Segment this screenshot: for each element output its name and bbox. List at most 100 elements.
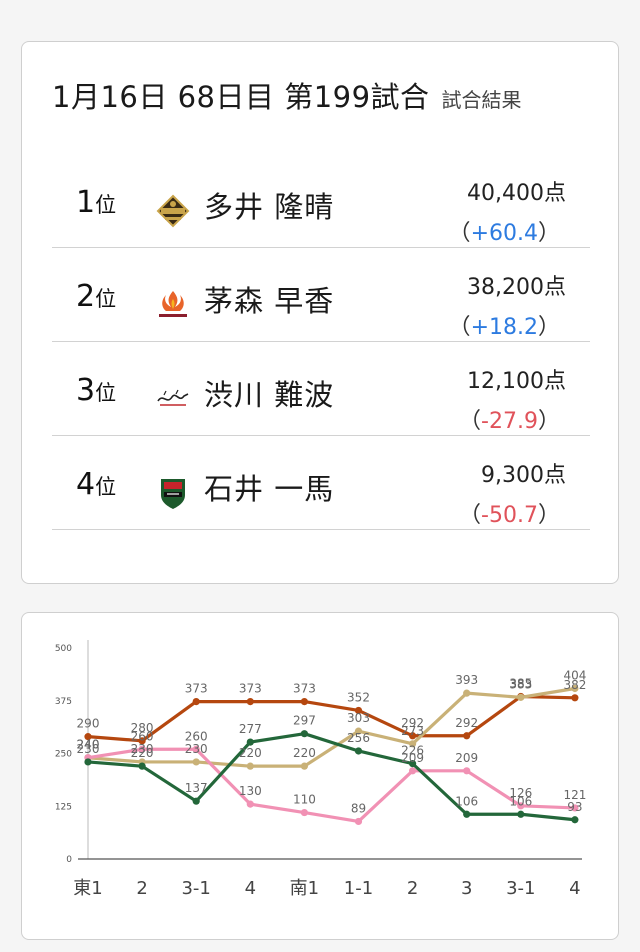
score-chart-card: 0 125 250 375 500 東1 2 3-1 4 南1 1-1 2 3 3-1 4 290 280 373… bbox=[21, 612, 619, 940]
data-label: 260 bbox=[131, 729, 154, 743]
data-label: 393 bbox=[455, 673, 478, 687]
y-tick-label: 250 bbox=[55, 750, 72, 760]
data-label: 220 bbox=[239, 746, 262, 760]
y-tick-label: 500 bbox=[55, 644, 72, 654]
series-1-point bbox=[84, 733, 92, 741]
x-tick-label: 東1 bbox=[73, 878, 102, 899]
data-label: 106 bbox=[509, 794, 532, 808]
series-1-point bbox=[571, 694, 579, 702]
data-label: 303 bbox=[347, 711, 370, 725]
data-label: 352 bbox=[347, 690, 370, 704]
x-tick-label: 1-1 bbox=[344, 878, 373, 899]
series-2-point bbox=[300, 762, 308, 770]
series-4-point bbox=[571, 816, 579, 824]
series-3-point bbox=[571, 804, 579, 812]
player-points: 9,300点 bbox=[481, 463, 566, 488]
result-row-3: 3位 渋川 難波 12,100点 （-27.9） bbox=[52, 341, 590, 436]
data-label: 226 bbox=[401, 744, 424, 758]
data-label: 93 bbox=[567, 800, 582, 814]
x-tick-label: 2 bbox=[136, 878, 147, 899]
series-4-point bbox=[138, 762, 146, 770]
rank-label: 1位 bbox=[76, 185, 117, 220]
data-label: 240 bbox=[77, 738, 100, 752]
game-title: 1月16日 68日目 第199試合 bbox=[52, 80, 430, 114]
data-label: 260 bbox=[185, 729, 208, 743]
data-label: 106 bbox=[455, 794, 478, 808]
score-diff: （-50.7） bbox=[459, 503, 560, 528]
series-1-point bbox=[300, 697, 308, 706]
x-tick-label: 2 bbox=[407, 878, 418, 899]
result-row-4: 4位 石井 一馬 9,300点 （-50.7） bbox=[52, 435, 590, 530]
data-label: 382 bbox=[563, 678, 586, 692]
series-4-point bbox=[517, 810, 525, 818]
score-diff: （+60.4） bbox=[448, 221, 560, 246]
series-4-point bbox=[463, 810, 471, 818]
data-label: 383 bbox=[509, 677, 532, 691]
score-line-chart: 0 125 250 375 500 東1 2 3-1 4 南1 1-1 2 3 3-1 4 290 280 373… bbox=[55, 640, 586, 899]
data-label: 290 bbox=[77, 717, 100, 731]
series-1-point bbox=[463, 732, 471, 740]
score-diff: （+18.2） bbox=[448, 315, 560, 340]
data-label: 273 bbox=[401, 724, 424, 738]
series-3-point bbox=[300, 808, 308, 817]
series-4-point bbox=[300, 730, 308, 738]
series-1-point bbox=[192, 697, 200, 706]
jets-shield-logo-icon bbox=[161, 479, 185, 509]
series-1-point bbox=[409, 732, 417, 740]
data-label: 373 bbox=[293, 682, 316, 696]
player-points: 40,400点 bbox=[467, 181, 566, 206]
data-label: 230 bbox=[77, 742, 100, 756]
x-tick-label: 3-1 bbox=[181, 878, 210, 899]
game-header: 1月16日 68日目 第199試合 試合結果 bbox=[52, 74, 522, 116]
series-line-1 bbox=[87, 694, 575, 743]
series-4-point bbox=[84, 758, 92, 766]
series-2-point bbox=[409, 740, 417, 748]
script-wordmark-logo-icon bbox=[157, 389, 189, 406]
player-name: 石井 一馬 bbox=[204, 472, 335, 506]
x-tick-label: 南1 bbox=[290, 878, 319, 899]
data-label: 130 bbox=[239, 784, 262, 798]
result-card: 1月16日 68日目 第199試合 試合結果 1位 多井 隆晴 40,400点 （… bbox=[21, 41, 619, 584]
x-tick-label: 4 bbox=[245, 878, 256, 899]
data-label: 292 bbox=[455, 716, 478, 730]
series-4-point bbox=[246, 738, 254, 746]
data-label: 230 bbox=[131, 742, 154, 756]
series-2-point bbox=[354, 727, 363, 735]
series-4-point bbox=[192, 797, 200, 805]
y-tick-label: 125 bbox=[55, 802, 72, 812]
data-label: 373 bbox=[239, 682, 262, 696]
series-1-point bbox=[354, 706, 363, 715]
player-name: 茅森 早香 bbox=[204, 284, 335, 318]
series-2-point bbox=[463, 689, 471, 697]
data-label: 220 bbox=[293, 746, 316, 760]
series-1-point bbox=[138, 737, 146, 745]
series-3-point bbox=[246, 800, 254, 808]
x-tick-label: 3 bbox=[461, 878, 472, 899]
data-label: 256 bbox=[347, 731, 370, 745]
rank-label: 4位 bbox=[76, 467, 117, 502]
series-line-3 bbox=[87, 747, 575, 824]
rank-label: 2位 bbox=[76, 279, 117, 314]
y-tick-label: 0 bbox=[66, 855, 72, 865]
player-points: 12,100点 bbox=[467, 369, 566, 394]
data-label: 373 bbox=[185, 682, 208, 696]
data-label: 404 bbox=[563, 669, 586, 683]
series-line-2 bbox=[87, 686, 576, 768]
game-subtitle: 試合結果 bbox=[441, 88, 522, 112]
series-1-point bbox=[246, 697, 254, 706]
rank-label: 3位 bbox=[76, 373, 117, 408]
x-tick-label: 4 bbox=[569, 878, 580, 899]
data-label: 230 bbox=[185, 742, 208, 756]
series-2-point bbox=[246, 762, 254, 770]
data-label: 292 bbox=[401, 716, 424, 730]
data-label: 280 bbox=[131, 721, 154, 735]
result-row-1: 1位 多井 隆晴 40,400点 （+60.4） bbox=[52, 153, 590, 248]
data-label: 110 bbox=[293, 793, 316, 807]
series-line-4 bbox=[87, 732, 576, 822]
series-2-point bbox=[571, 684, 579, 693]
player-points: 38,200点 bbox=[467, 275, 566, 300]
series-3-point bbox=[138, 745, 146, 753]
data-label: 220 bbox=[131, 746, 154, 760]
phoenix-badge-logo-icon bbox=[156, 194, 190, 228]
series-3-point bbox=[463, 767, 471, 775]
